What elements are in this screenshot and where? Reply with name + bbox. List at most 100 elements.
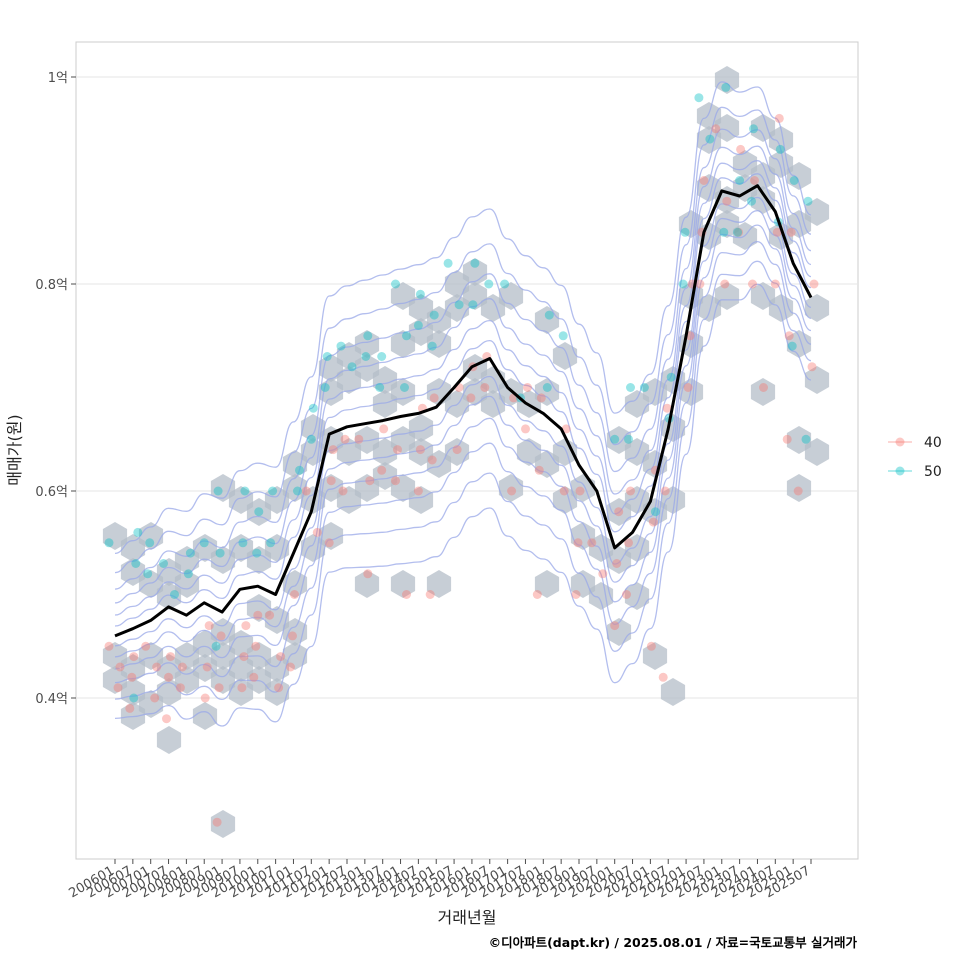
point-50-66 [775, 144, 785, 154]
density-contour-1 [114, 106, 812, 574]
point-50-48 [558, 331, 568, 341]
point-40-84 [658, 672, 668, 682]
point-50-42 [468, 300, 478, 310]
point-40-7 [152, 662, 162, 672]
point-50-60 [721, 82, 731, 92]
point-40-3 [129, 652, 139, 662]
point-50-28 [363, 331, 373, 341]
caption: ©디아파트(dapt.kr) / 2025.08.01 / 자료=국토교통부 실… [489, 935, 858, 950]
point-40-54 [452, 445, 462, 455]
density-contour-0 [114, 81, 812, 555]
point-50-17 [252, 548, 262, 558]
point-40-22 [237, 683, 247, 693]
trend-line [114, 184, 813, 638]
point-40-20 [241, 621, 251, 631]
point-40-58 [480, 383, 490, 392]
hexbin-96 [750, 378, 776, 406]
point-40-63 [536, 393, 546, 403]
point-40-5 [125, 703, 135, 713]
hexbin-44 [390, 570, 416, 598]
legend-item-40[interactable]: 40 [888, 435, 942, 451]
point-40-33 [312, 527, 322, 537]
point-40-68 [575, 486, 585, 496]
density-contour-11 [114, 283, 812, 727]
point-50-63 [733, 227, 743, 237]
point-40-45 [391, 476, 400, 486]
density-contour-9 [114, 240, 812, 684]
point-40-38 [338, 486, 348, 496]
hexbin-126 [282, 474, 308, 502]
point-40-101 [770, 279, 780, 289]
point-40-8 [150, 693, 160, 703]
point-40-75 [610, 621, 620, 631]
point-50-50 [626, 383, 635, 392]
point-40-100 [772, 227, 782, 237]
point-40-11 [162, 714, 171, 724]
point-40-16 [200, 693, 210, 703]
point-50-38 [427, 341, 437, 351]
point-40-104 [782, 434, 792, 444]
point-40-28 [274, 683, 284, 693]
point-50-24 [322, 352, 332, 361]
point-40-93 [720, 279, 730, 289]
point-50-11 [215, 548, 225, 558]
point-40-76 [626, 486, 635, 496]
point-40-24 [251, 641, 261, 651]
point-40-48 [415, 445, 425, 455]
hexbin-103 [786, 474, 812, 502]
hexbin-47 [408, 486, 434, 514]
point-40-81 [646, 641, 656, 651]
hexbin-14 [192, 702, 218, 730]
hexbin-50 [426, 570, 452, 598]
point-50-19 [266, 538, 276, 548]
point-50-0 [104, 538, 114, 548]
point-50-56 [680, 227, 690, 237]
legend-item-50[interactable]: 50 [888, 464, 942, 480]
point-40-73 [614, 507, 624, 517]
point-40-10 [164, 672, 173, 682]
y-axis: 0.4억 0.6억 0.8억 1억 [35, 71, 76, 707]
point-40-14 [204, 621, 214, 631]
point-40-25 [249, 672, 259, 682]
hexbin-160 [714, 66, 740, 94]
point-50-29 [361, 352, 371, 361]
point-50-34 [400, 383, 409, 392]
point-40-82 [662, 403, 672, 413]
point-40-90 [695, 279, 705, 289]
hexbin-124 [264, 534, 290, 562]
point-40-4 [127, 672, 137, 682]
point-50-22 [308, 403, 318, 413]
point-50-3 [129, 693, 139, 703]
x-axis-title: 거래년월 [438, 908, 497, 927]
point-50-37 [429, 310, 439, 320]
point-50-14 [240, 486, 250, 496]
point-40-62 [521, 424, 530, 434]
point-40-91 [711, 124, 721, 134]
point-40-34 [328, 445, 338, 455]
point-50-30 [377, 352, 387, 361]
point-40-13 [175, 683, 185, 693]
legend-key-40 [895, 437, 905, 447]
hexbin-161 [714, 210, 740, 238]
point-40-1 [115, 662, 125, 672]
point-50-65 [747, 196, 756, 206]
hexbin-82 [660, 678, 686, 706]
point-40-40 [365, 476, 375, 486]
point-40-46 [402, 590, 411, 599]
point-50-18 [268, 486, 278, 496]
point-50-26 [336, 341, 346, 351]
point-50-12 [213, 486, 223, 496]
point-40-103 [784, 331, 794, 341]
point-50-33 [402, 331, 411, 341]
point-50-7 [170, 590, 179, 599]
point-40-95 [734, 227, 744, 237]
hexbin-34 [318, 522, 344, 550]
point-50-20 [295, 465, 304, 475]
point-40-12 [177, 662, 187, 672]
hexbin-118 [210, 642, 236, 670]
point-50-70 [803, 196, 813, 206]
point-40-21 [239, 652, 249, 662]
hexbin-76 [624, 582, 650, 610]
point-40-30 [288, 631, 297, 641]
point-40-80 [648, 517, 658, 527]
